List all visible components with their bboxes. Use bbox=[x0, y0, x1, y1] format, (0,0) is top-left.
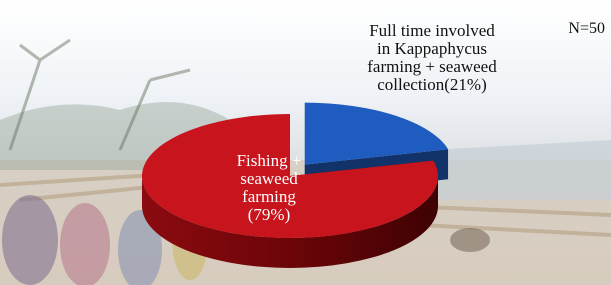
page: N=50 Fishing + seaweed farming(79%) Full … bbox=[0, 0, 611, 285]
chart bbox=[0, 0, 611, 285]
slice-label: Fishing + seaweed farming(79%) bbox=[226, 152, 312, 224]
sample-size-note: N=50 bbox=[568, 20, 605, 38]
slice-label: Full time involved in Kappaphycus farmin… bbox=[366, 22, 498, 94]
value-label: (21%) bbox=[444, 75, 486, 94]
category-label: Fishing + seaweed farming bbox=[237, 151, 302, 206]
value-label: (79%) bbox=[226, 206, 312, 224]
